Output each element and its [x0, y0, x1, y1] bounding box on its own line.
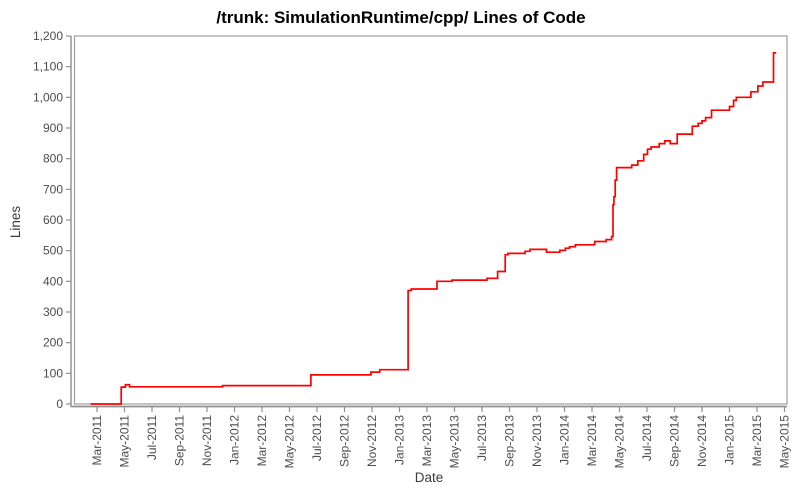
x-tick-label: Sep-2014 — [668, 415, 682, 467]
y-tick-label: 200 — [43, 336, 63, 350]
y-tick-label: 400 — [43, 274, 63, 288]
x-tick-label: May-2015 — [778, 415, 792, 469]
x-tick-label: Jan-2014 — [558, 415, 572, 465]
x-axis-title: Date — [415, 470, 444, 485]
x-tick-label: Nov-2014 — [695, 415, 709, 467]
x-tick-label: Jan-2012 — [228, 415, 242, 465]
y-tick-label: 300 — [43, 305, 63, 319]
y-axis-ticks: 0 100 200 300 400 500 600 700 800 900 1,000 1,100 1,… — [33, 29, 71, 411]
x-tick-label: Jul-2011 — [145, 415, 159, 460]
x-tick-label: Sep-2012 — [338, 415, 352, 467]
y-tick-label: 900 — [43, 121, 63, 135]
x-tick-label: Jul-2014 — [640, 415, 654, 461]
x-tick-label: Sep-2011 — [173, 415, 187, 466]
x-tick-label: Nov-2013 — [530, 415, 544, 467]
x-tick-label: Nov-2011 — [200, 415, 214, 466]
y-tick-label: 1,200 — [33, 29, 63, 43]
data-series — [90, 52, 777, 405]
loc-step-line — [90, 52, 777, 405]
x-tick-label: Mar-2011 — [90, 415, 104, 466]
y-tick-label: 100 — [43, 366, 63, 380]
x-tick-label: May-2014 — [613, 415, 627, 469]
x-axis-ticks: Mar-2011 May-2011 Jul-2011 Sep-2011 Nov-2011… — [90, 406, 792, 469]
y-tick-label: 600 — [43, 213, 63, 227]
y-tick-label: 1,000 — [33, 90, 63, 104]
x-tick-label: Mar-2012 — [255, 415, 269, 467]
plot-border — [73, 35, 788, 405]
y-axis-title: Lines — [8, 206, 23, 239]
x-tick-label: May-2012 — [283, 415, 297, 469]
x-tick-label: Jan-2013 — [393, 415, 407, 465]
x-tick-label: Mar-2014 — [585, 415, 599, 467]
y-tick-label: 800 — [43, 152, 63, 166]
x-tick-label: May-2011 — [118, 415, 132, 468]
x-tick-label: Jan-2015 — [723, 415, 737, 465]
y-tick-label: 700 — [43, 182, 63, 196]
x-tick-label: May-2013 — [448, 415, 462, 469]
y-tick-label: 1,100 — [33, 60, 63, 74]
x-tick-label: Nov-2012 — [365, 415, 379, 467]
x-tick-label: Jul-2013 — [475, 415, 489, 461]
chart-title: /trunk: SimulationRuntime/cpp/ Lines of … — [216, 8, 585, 27]
x-tick-label: Sep-2013 — [503, 415, 517, 467]
x-tick-label: Mar-2015 — [750, 415, 764, 467]
x-tick-label: Mar-2013 — [420, 415, 434, 467]
y-tick-label: 500 — [43, 244, 63, 258]
y-tick-label: 0 — [56, 397, 63, 411]
x-tick-label: Jul-2012 — [310, 415, 324, 461]
